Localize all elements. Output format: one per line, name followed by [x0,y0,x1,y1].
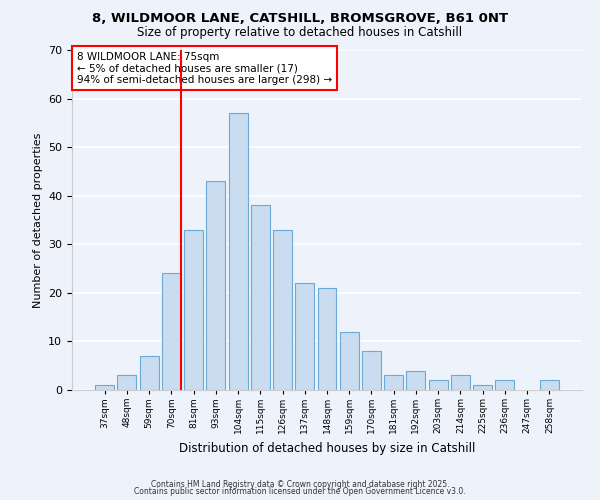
Bar [429,380,448,390]
Bar [496,380,514,390]
Bar [95,385,114,390]
Bar [140,356,158,390]
Bar [451,376,470,390]
Bar [340,332,359,390]
Bar [473,385,492,390]
Bar [251,206,270,390]
Text: 8 WILDMOOR LANE: 75sqm
← 5% of detached houses are smaller (17)
94% of semi-deta: 8 WILDMOOR LANE: 75sqm ← 5% of detached … [77,52,332,85]
Text: Contains public sector information licensed under the Open Government Licence v3: Contains public sector information licen… [134,487,466,496]
Bar [295,283,314,390]
Bar [184,230,203,390]
Bar [206,181,225,390]
Text: Size of property relative to detached houses in Catshill: Size of property relative to detached ho… [137,26,463,39]
X-axis label: Distribution of detached houses by size in Catshill: Distribution of detached houses by size … [179,442,475,454]
Bar [273,230,292,390]
Text: Contains HM Land Registry data © Crown copyright and database right 2025.: Contains HM Land Registry data © Crown c… [151,480,449,489]
Bar [118,376,136,390]
Bar [162,274,181,390]
Bar [317,288,337,390]
Bar [406,370,425,390]
Text: 8, WILDMOOR LANE, CATSHILL, BROMSGROVE, B61 0NT: 8, WILDMOOR LANE, CATSHILL, BROMSGROVE, … [92,12,508,26]
Bar [362,351,381,390]
Bar [229,113,248,390]
Bar [540,380,559,390]
Bar [384,376,403,390]
Y-axis label: Number of detached properties: Number of detached properties [32,132,43,308]
